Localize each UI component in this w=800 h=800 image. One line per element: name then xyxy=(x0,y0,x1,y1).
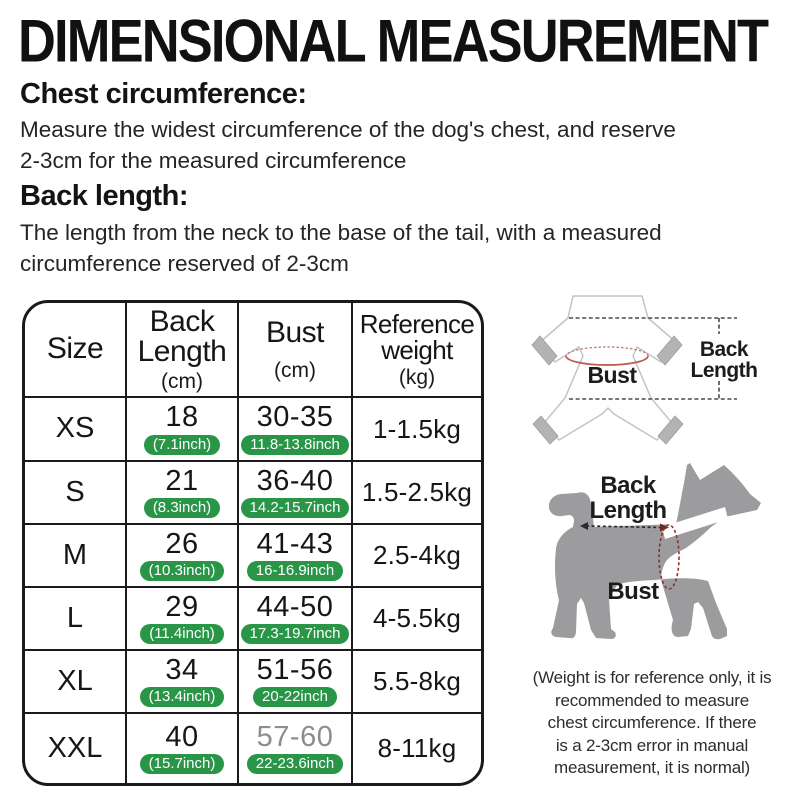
header-bust: Bust (cm) xyxy=(239,303,353,398)
dog-silhouette xyxy=(548,463,761,640)
header-reference-weight: Reference weight (kg) xyxy=(353,303,481,398)
dog-bust-label: Bust xyxy=(607,578,659,605)
inch-badge: 16-16.9inch xyxy=(246,561,344,582)
dog-bust-ellipse xyxy=(658,524,680,590)
dog-back-length-dash-line xyxy=(585,525,663,529)
table-row-size: S xyxy=(25,462,127,525)
table-row-size: M xyxy=(25,525,127,588)
arrow-right-icon xyxy=(660,523,669,532)
inch-badge: 22-23.6inch xyxy=(246,754,344,775)
table-row-weight: 4-5.5kg xyxy=(353,588,481,651)
table-row-bust: 41-43 16-16.9inch xyxy=(239,525,353,588)
header-back-length: Back Length (cm) xyxy=(127,303,239,398)
dog-measurement-diagram: Back Length Bust xyxy=(548,463,761,640)
size-table: Size Back Length (cm) Bust (cm) Referenc… xyxy=(22,300,484,786)
inch-badge: (8.3inch) xyxy=(143,498,221,519)
table-row-back: 40 (15.7inch) xyxy=(127,714,239,783)
table-row-size: L xyxy=(25,588,127,651)
inch-badge: (11.4inch) xyxy=(140,624,224,645)
inch-badge: 11.8-13.8inch xyxy=(241,434,349,455)
chest-circumference-text: Measure the widest circumference of the … xyxy=(20,117,676,173)
table-row-bust: 36-40 14.2-15.7inch xyxy=(239,462,353,525)
garment-back-length-label: Length xyxy=(691,359,758,382)
table-row-weight: 1-1.5kg xyxy=(353,398,481,462)
table-row-bust: 30-35 11.8-13.8inch xyxy=(239,398,353,462)
table-row-back: 18 (7.1inch) xyxy=(127,398,239,462)
bust-ellipse-front xyxy=(565,355,649,366)
sleeve-cuff xyxy=(531,335,558,366)
inch-badge: (15.7inch) xyxy=(139,754,225,775)
inch-badge: 20-22inch xyxy=(253,687,337,708)
garment-measurement-diagram: Back Length Bust xyxy=(531,295,758,445)
table-row-size: XS xyxy=(25,398,127,462)
garment-bust-label: Bust xyxy=(587,362,637,388)
header-size: Size xyxy=(25,303,127,398)
table-row-back: 21 (8.3inch) xyxy=(127,462,239,525)
table-row-weight: 2.5-4kg xyxy=(353,525,481,588)
table-row-bust: 57-60 22-23.6inch xyxy=(239,714,353,783)
reference-note: (Weight is for reference only, it is rec… xyxy=(532,668,772,777)
table-row-back: 34 (13.4inch) xyxy=(127,651,239,714)
table-row-bust: 44-50 17.3-19.7inch xyxy=(239,588,353,651)
table-row-size: XXL xyxy=(25,714,127,783)
table-row-bust: 51-56 20-22inch xyxy=(239,651,353,714)
table-row-weight: 8-11kg xyxy=(377,733,457,764)
back-length-text: The length from the neck to the base of … xyxy=(20,220,662,276)
inch-badge: 17.3-19.7inch xyxy=(240,624,350,645)
inch-badge: 14.2-15.7inch xyxy=(240,498,350,519)
back-length-heading: Back length: xyxy=(20,180,189,212)
arrow-left-icon xyxy=(580,522,588,530)
garment-back-length-label: Back xyxy=(700,338,749,361)
dog-back-length-label: Back xyxy=(600,472,657,499)
dog-back-length-label: Length xyxy=(590,497,667,524)
dog-collar xyxy=(662,507,728,539)
table-row-weight: 5.5-8kg xyxy=(353,651,481,714)
inch-badge: (10.3inch) xyxy=(139,561,225,582)
table-row-weight: 1.5-2.5kg xyxy=(353,462,481,525)
chest-circumference-heading: Chest circumference: xyxy=(20,78,307,110)
table-row-back: 29 (11.4inch) xyxy=(127,588,239,651)
inch-badge: (13.4inch) xyxy=(139,687,225,708)
inch-badge: (7.1inch) xyxy=(143,434,221,455)
table-row-size: XL xyxy=(25,651,127,714)
page-title: DIMENSIONAL MEASUREMENT xyxy=(18,7,769,75)
table-row-back: 26 (10.3inch) xyxy=(127,525,239,588)
leg-cuff xyxy=(657,415,684,445)
leg-cuff xyxy=(532,415,559,445)
sleeve-cuff xyxy=(656,335,683,366)
